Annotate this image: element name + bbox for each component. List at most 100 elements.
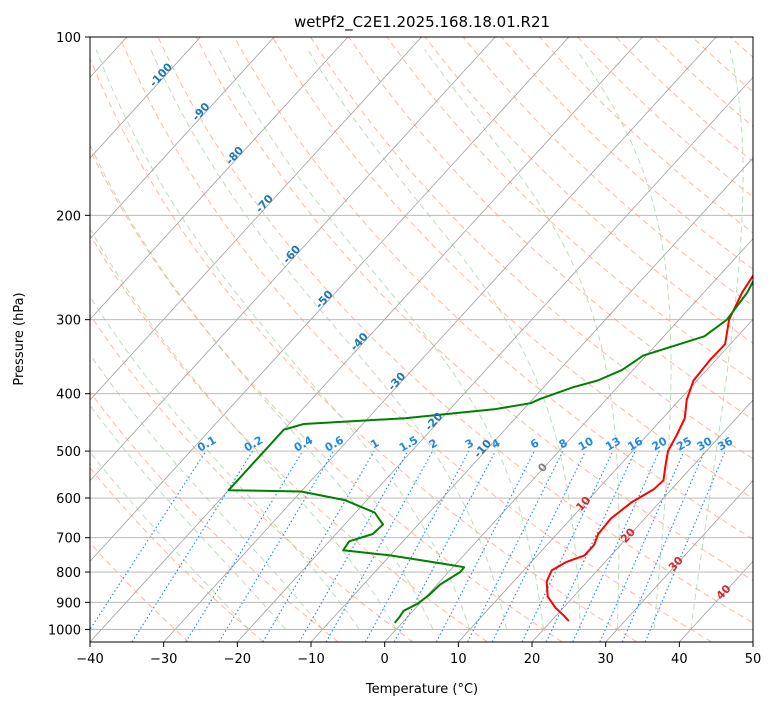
temperature-profile [545, 273, 753, 622]
isotherms [90, 37, 753, 642]
isotherm-line [310, 157, 753, 642]
y-axis-label: Pressure (hPa) [12, 292, 27, 385]
mixing-ratio-line [185, 450, 304, 642]
dry-adiabat-line [90, 542, 190, 642]
profiles [227, 273, 753, 624]
isotherm-line [384, 238, 753, 642]
mixing-ratio-line [545, 450, 636, 642]
dry-adiabat-line [119, 37, 712, 642]
x-axis: −40 −30 −20 −10 0 10 20 30 40 50 [76, 642, 761, 667]
x-tick-label: 50 [745, 652, 762, 667]
x-tick-label: 30 [597, 652, 614, 667]
mixing-ratio-label: 13 [603, 435, 623, 454]
y-tick-label: 800 [56, 566, 81, 581]
y-tick-label: 900 [56, 596, 81, 611]
mixing-ratio-label: 6 [528, 436, 541, 451]
y-tick-label: 1000 [48, 623, 81, 638]
mixing-ratio-label: 20 [650, 434, 670, 453]
mixing-ratio-label: 16 [625, 434, 645, 453]
dry-adiabat-line [386, 37, 753, 382]
dewpoint-profile [227, 279, 753, 624]
isotherm-line [237, 76, 753, 642]
mixing-ratio-line [621, 450, 705, 642]
mixing-ratio-line [325, 450, 434, 642]
isotherm-line [458, 318, 753, 642]
mixing-ratio-label: 10 [576, 434, 596, 453]
isotherm-line [90, 37, 275, 240]
isotherm-line [90, 37, 643, 642]
x-tick-label: −40 [76, 652, 103, 667]
y-tick-label: 100 [56, 31, 81, 46]
moist-adiabat-line [150, 49, 508, 630]
chart-title: wetPf2_C2E1.2025.168.18.01.R21 [294, 13, 550, 32]
y-tick-label: 200 [56, 209, 81, 224]
moist-adiabat-line [424, 49, 620, 630]
mixing-ratio-label: 1 [368, 436, 381, 451]
mixing-ratio-line [298, 450, 409, 642]
dry-adiabat-line [90, 466, 264, 642]
isotherm-line [605, 480, 753, 642]
x-tick-label: −30 [150, 652, 177, 667]
moist-adiabat-line [90, 353, 323, 630]
isotherm-line [163, 37, 717, 642]
x-tick-label: −20 [224, 652, 251, 667]
dry-adiabat-line [272, 37, 753, 500]
mixing-ratio-label: 4 [489, 436, 502, 451]
dry-adiabat-line [195, 37, 753, 582]
isotherm-line [90, 37, 349, 320]
isotherm-line [90, 37, 201, 159]
mixing-ratio-label: 2 [427, 436, 440, 451]
mixing-ratio-line [491, 450, 587, 642]
dry-adiabat-line [90, 233, 488, 642]
mixing-ratio-line [131, 450, 254, 642]
line-labels: -100-90-80-70-60-50-40-30-20-10010203040… [147, 60, 736, 602]
mixing-ratio-line [364, 450, 470, 642]
moist-adiabat-line [218, 49, 544, 630]
dry-adiabat-line [157, 37, 753, 624]
dry-adiabat-line [90, 391, 339, 642]
dry-adiabats [90, 37, 753, 642]
mixing-ratio-line [521, 450, 614, 642]
mixing-ratio-line [644, 450, 726, 642]
isotherm-line [531, 399, 753, 642]
moist-adiabat-line [90, 295, 360, 630]
x-axis-label: Temperature (°C) [365, 682, 478, 697]
mixing-ratio-line [572, 450, 660, 642]
dry-adiabat-line [310, 37, 753, 460]
plot-frame [89, 36, 754, 643]
moist-adiabats [90, 49, 744, 630]
moist-adiabat-line [90, 227, 397, 630]
isotherm-label: -100 [147, 60, 175, 89]
x-tick-label: 10 [450, 652, 467, 667]
mixing-ratio-line [599, 450, 685, 642]
y-tick-label: 600 [56, 492, 81, 507]
y-tick-label: 500 [56, 445, 81, 460]
isotherm-label: -80 [223, 144, 246, 168]
moist-adiabat-line [90, 143, 434, 630]
mixing-ratio-line [467, 450, 564, 642]
dry-adiabat-line [90, 57, 638, 642]
mixing-ratio-line [218, 450, 334, 642]
isotherm-line [752, 641, 753, 642]
moist-adiabat-line [690, 49, 744, 630]
dry-adiabat-line [348, 37, 753, 421]
dry-adiabat-line [653, 37, 753, 128]
isotherm-label: -70 [253, 192, 276, 216]
moist-adiabat-line [95, 49, 471, 630]
y-tick-label: 700 [56, 532, 81, 547]
dry-adiabat-line [462, 37, 753, 307]
isotherm-label: -30 [385, 370, 408, 394]
mixing-ratio-label: 30 [695, 434, 715, 453]
moist-adiabat-line [90, 404, 286, 630]
background-lines [90, 37, 753, 642]
x-tick-label: 40 [671, 652, 688, 667]
moist-adiabat-line [576, 49, 672, 630]
isotherm-line [90, 37, 422, 401]
isotherm-line [90, 37, 570, 562]
mixing-ratio-line [393, 450, 496, 642]
mixing-ratio-lines [90, 450, 726, 642]
x-tick-label: 20 [524, 652, 541, 667]
mixing-ratio-line [262, 450, 375, 642]
isotherm-label: -50 [313, 288, 336, 312]
